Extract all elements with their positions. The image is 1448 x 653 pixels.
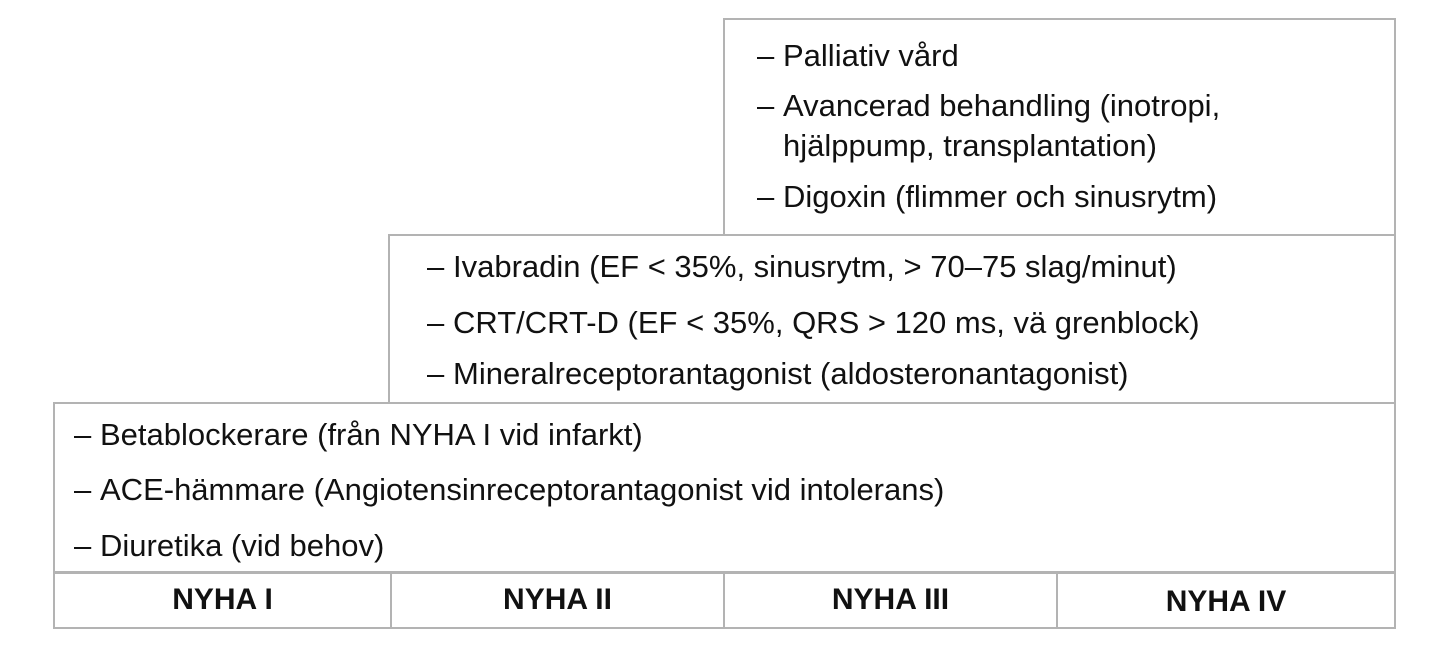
bullet-dash: – (427, 356, 445, 391)
bullet-dash: – (74, 472, 92, 507)
treatment-item: – Diuretika (vid behov) (74, 526, 384, 566)
nyha-class-row: NYHA I NYHA II NYHA III NYHA IV (53, 571, 1396, 629)
bullet-dash: – (757, 38, 775, 73)
treatment-item: – Avancerad behandling (inotropi, hjälppu… (757, 86, 1303, 166)
nyha-class-cell: NYHA I (55, 573, 392, 627)
treatment-text: Ivabradin (EF < 35%, sinusrytm, > 70–75 … (453, 249, 1177, 284)
nyha-class-cell: NYHA II (392, 573, 725, 627)
bullet-dash: – (74, 417, 92, 452)
treatment-text: Digoxin (flimmer och sinusrytm) (783, 179, 1218, 214)
nyha-class-cell: NYHA IV (1165, 585, 1287, 618)
treatment-text: Palliativ vård (783, 38, 959, 73)
treatment-item: – Betablockerare (från NYHA I vid infarkt… (74, 415, 643, 455)
treatment-text: ACE-hämmare (Angiotensinreceptorantagoni… (100, 472, 945, 507)
bullet-dash: – (74, 528, 92, 563)
treatment-text: Mineralreceptorantagonist (aldosteronant… (453, 356, 1129, 391)
treatment-item: – Palliativ vård (757, 36, 959, 76)
bullet-dash: – (757, 179, 775, 214)
tier-box-nyha-ii-iv (388, 234, 1396, 405)
tier-box-nyha-iii-iv (723, 18, 1396, 237)
treatment-text: CRT/CRT-D (EF < 35%, QRS > 120 ms, vä gr… (453, 305, 1200, 340)
nyha-class-cell: NYHA III (725, 573, 1058, 627)
treatment-item: – ACE-hämmare (Angiotensinreceptorantagon… (74, 470, 944, 510)
treatment-item: – Digoxin (flimmer och sinusrytm) (757, 177, 1217, 217)
bullet-dash: – (757, 88, 775, 123)
bullet-dash: – (427, 249, 445, 284)
treatment-item: – CRT/CRT-D (EF < 35%, QRS > 120 ms, vä g… (427, 303, 1200, 343)
treatment-item: – Ivabradin (EF < 35%, sinusrytm, > 70–75… (427, 247, 1177, 287)
treatment-text: Betablockerare (från NYHA I vid infarkt) (100, 417, 643, 452)
bullet-dash: – (427, 305, 445, 340)
treatment-text: Avancerad behandling (inotropi, hjälppum… (783, 88, 1221, 163)
treatment-item: – Mineralreceptorantagonist (aldosteronan… (427, 354, 1129, 394)
treatment-text: Diuretika (vid behov) (100, 528, 385, 563)
